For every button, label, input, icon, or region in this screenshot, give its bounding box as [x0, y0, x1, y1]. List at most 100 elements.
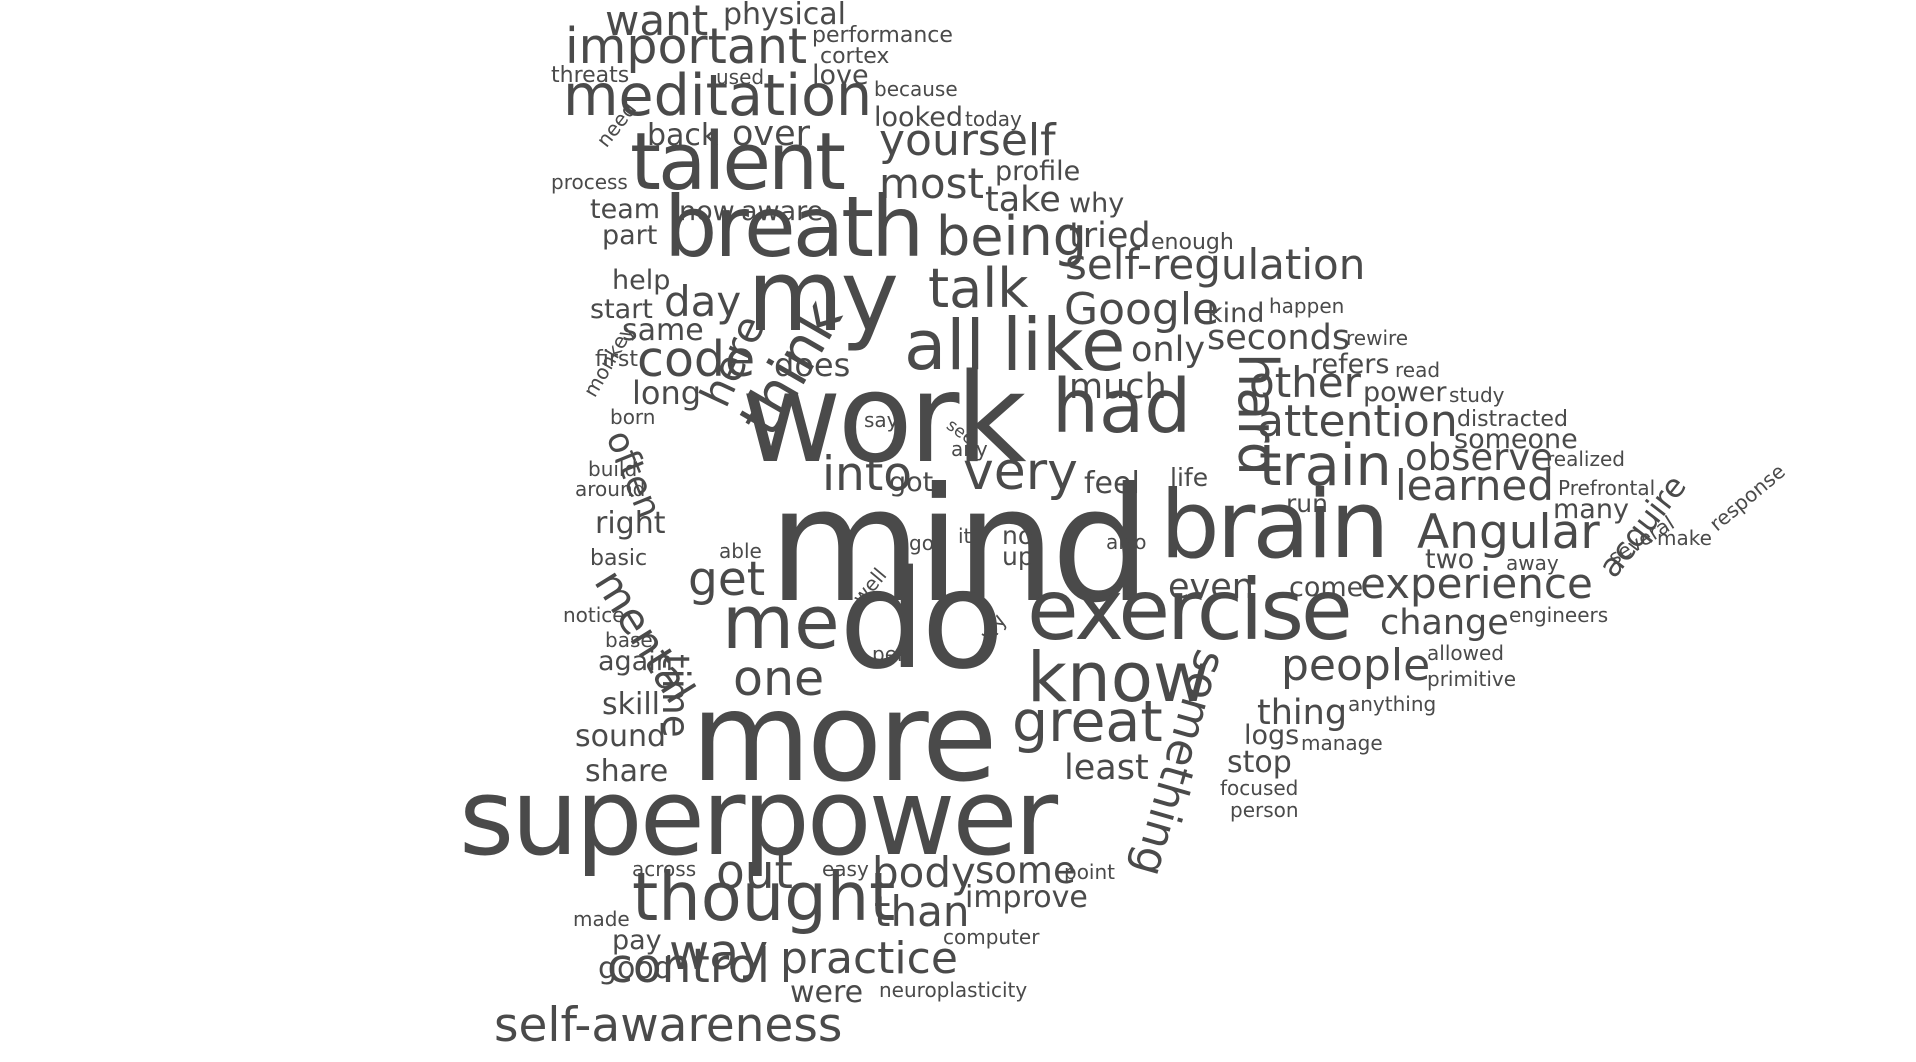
word-body: body: [872, 848, 976, 897]
word-stop: stop: [1227, 745, 1292, 780]
word-first: first: [595, 347, 638, 372]
word-love: love: [812, 60, 869, 91]
word-say: say: [864, 408, 899, 432]
word-it: it: [958, 524, 972, 548]
word-self-regulation: self-regulation: [1065, 240, 1366, 289]
word-allowed: allowed: [1427, 641, 1504, 665]
word-does: does: [774, 346, 851, 384]
word-response: response: [1704, 459, 1790, 536]
word-into: into: [822, 447, 913, 502]
word-team: team: [590, 194, 661, 225]
word-computer: computer: [943, 925, 1040, 949]
word-study: study: [1449, 383, 1505, 407]
word-looked: looked: [874, 102, 963, 133]
word-out: out: [716, 845, 793, 900]
word-also: also: [1106, 530, 1147, 554]
word-superpower: superpower: [459, 756, 1058, 879]
word-attention: attention: [1257, 396, 1458, 447]
word-run: run: [1286, 489, 1328, 518]
word-right: right: [595, 506, 666, 541]
word-control: control: [607, 939, 770, 994]
word-least: least: [1064, 748, 1149, 788]
word-because: because: [874, 77, 958, 101]
word-talent: talent: [630, 116, 846, 208]
word-pay: pay: [612, 925, 662, 956]
word-same: same: [622, 313, 704, 348]
word-like: like: [1002, 303, 1126, 387]
word-tried: tried: [1069, 216, 1151, 256]
word-share: share: [585, 754, 669, 789]
word-make: make: [1657, 526, 1712, 550]
word-more: more: [691, 667, 998, 810]
word-per: per: [872, 642, 906, 666]
word-power: power: [1363, 377, 1447, 408]
word-exercise: exercise: [1027, 561, 1353, 659]
word-two: two: [1425, 544, 1475, 575]
word-used: used: [716, 65, 765, 89]
word-thought: thought: [632, 858, 896, 936]
word-person: person: [1230, 798, 1299, 822]
word-engineers: engineers: [1509, 603, 1609, 627]
word-way: way: [669, 924, 769, 981]
word-meditation: meditation: [563, 63, 873, 129]
word-thing: thing: [1257, 693, 1348, 733]
word-today: today: [965, 107, 1022, 131]
word-able: able: [719, 539, 762, 563]
word-cortex: cortex: [820, 44, 890, 69]
word-over: over: [732, 114, 811, 154]
word-made: made: [573, 907, 630, 931]
word-people: people: [1281, 640, 1431, 691]
word-up: up: [1002, 542, 1034, 571]
word-had: had: [1052, 364, 1192, 450]
word-breath: breath: [664, 178, 924, 276]
word-refers: refers: [1311, 349, 1390, 380]
word-only: only: [1131, 330, 1206, 370]
word-one: one: [733, 650, 825, 707]
word-great: great: [1012, 689, 1163, 755]
word-neuroplasticity: neuroplasticity: [879, 978, 1028, 1002]
word-mind: mind: [768, 454, 1151, 638]
word-performance: performance: [812, 23, 953, 48]
word-sound: sound: [575, 719, 667, 754]
word-important: important: [565, 18, 808, 75]
word-change: change: [1380, 603, 1509, 643]
word-do: do: [839, 542, 1005, 700]
word-process: process: [551, 170, 628, 194]
word-focused: focused: [1220, 776, 1299, 800]
word-self-awareness: self-awareness: [494, 998, 843, 1053]
word-long: long: [632, 374, 702, 412]
word-seconds: seconds: [1207, 318, 1351, 358]
word-get: get: [688, 552, 766, 607]
word-realized: realized: [1546, 447, 1625, 471]
word-primitive: primitive: [1427, 667, 1517, 691]
word-easy: easy: [822, 857, 869, 881]
word-distracted: distracted: [1457, 407, 1568, 432]
word-aware: aware: [741, 196, 824, 227]
word-work: work: [741, 348, 1027, 491]
word-born: born: [610, 405, 656, 429]
word-come: come: [1289, 572, 1364, 603]
word-got: got: [889, 467, 934, 498]
word-enough: enough: [1151, 230, 1234, 255]
word-now: now: [679, 196, 735, 227]
word-being: being: [936, 205, 1088, 268]
word-build: build: [588, 457, 638, 481]
word-someone: someone: [1454, 424, 1578, 455]
word-some: some: [975, 849, 1076, 892]
word-help: help: [612, 265, 671, 296]
word-basic: basic: [590, 546, 648, 571]
word-practice: practice: [780, 933, 958, 984]
word-physical: physical: [723, 0, 846, 32]
word-me: me: [722, 580, 840, 666]
word-rewire: rewire: [1346, 326, 1409, 350]
word-angular: Angular: [1417, 505, 1600, 560]
word-want: want: [605, 0, 709, 45]
word-around: around: [575, 477, 646, 501]
word-start: start: [590, 294, 653, 325]
word-good: good: [598, 951, 673, 986]
word-point: point: [1064, 860, 1116, 884]
word-happen: happen: [1269, 294, 1345, 318]
word-across: across: [632, 857, 697, 881]
word-my: my: [747, 239, 899, 354]
